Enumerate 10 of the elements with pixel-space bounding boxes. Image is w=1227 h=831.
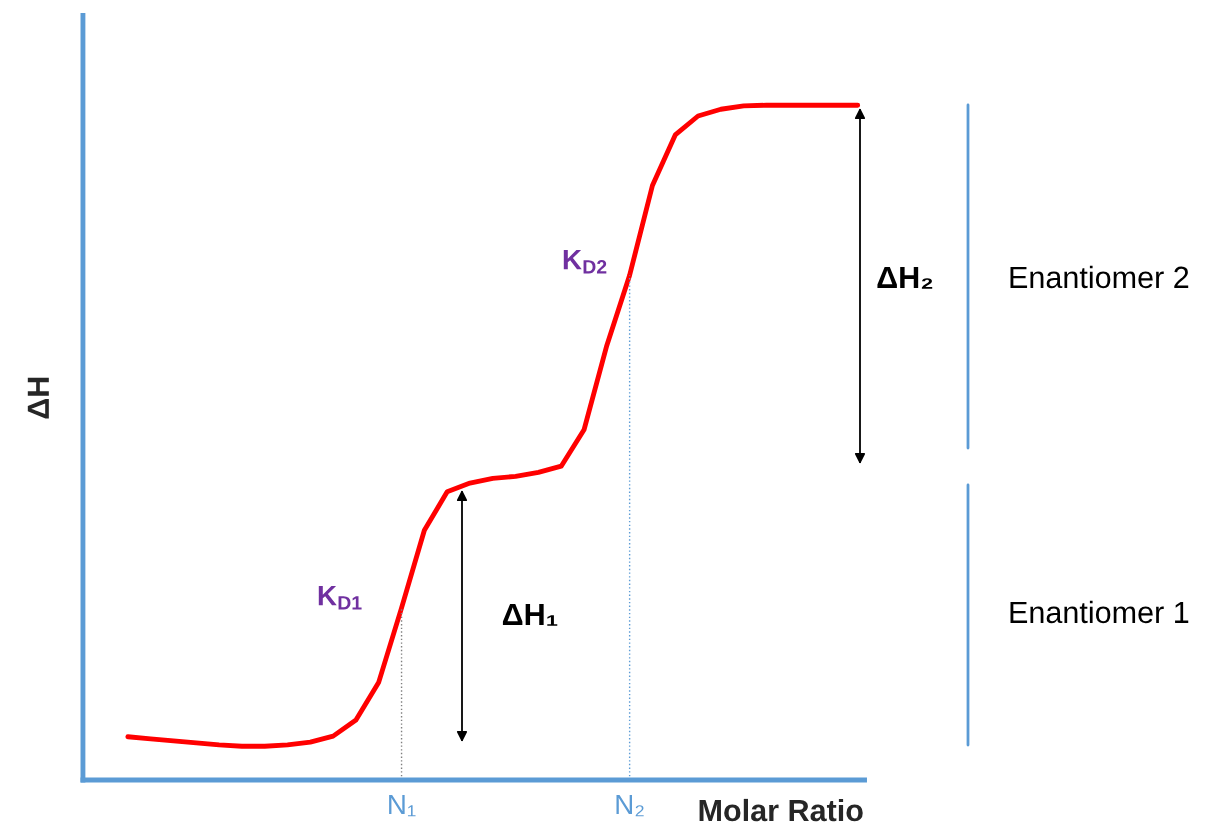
text: Enantiomer 2 [1010, 265, 1189, 289]
x-tick-label: N₁ [389, 794, 416, 817]
annotation: ΔH₁ [502, 603, 558, 626]
annotation: K$_{D1}$ [318, 586, 362, 610]
text: ΔH₂ [877, 266, 933, 289]
x-axis-title: Molar Ratio [699, 798, 863, 822]
text: Enantiomer 1 [1010, 600, 1189, 624]
x-tick-label: N₂ [616, 794, 644, 817]
annotation: K$_{D2}$ [563, 250, 607, 274]
y-axis-title: ΔH [27, 377, 49, 419]
